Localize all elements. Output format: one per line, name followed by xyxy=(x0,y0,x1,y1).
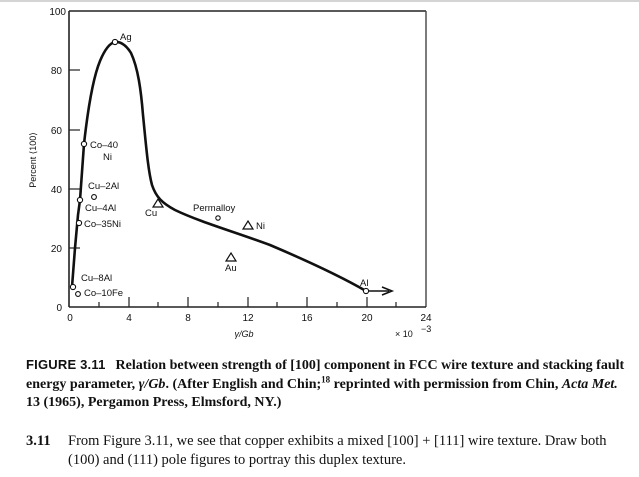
label-cu2al: Cu–2Al xyxy=(88,181,119,192)
caption-param: γ/Gb xyxy=(138,376,166,392)
point-labels: Ag Co–40 Ni Cu–2Al Cu–4Al Co–35Ni Cu–8Al… xyxy=(81,32,368,299)
marker-co40ni xyxy=(80,140,88,148)
caption-ref: 18 xyxy=(321,373,331,384)
label-cu: Cu xyxy=(145,208,157,219)
marker-cu4al xyxy=(76,196,84,204)
plot-frame xyxy=(68,10,427,308)
label-co40-line1: Co–40 xyxy=(90,140,118,151)
caption-text-4: 13 (1965), Pergamon Press, Elmsford, NY.… xyxy=(26,395,282,410)
label-ni: Ni xyxy=(256,221,265,232)
x-tick-labels: 0 4 8 12 16 20 24 xyxy=(67,313,432,324)
x-tick-label: 8 xyxy=(185,313,191,324)
y-tick-label: 60 xyxy=(51,126,63,137)
x-multiplier-base: × 10 xyxy=(395,329,413,339)
marker-permalloy xyxy=(215,215,221,221)
triangle-markers xyxy=(151,197,255,262)
y-tick-labels: 0 20 40 60 80 100 xyxy=(49,7,66,314)
chart: 0 20 40 60 80 100 Percent ⟨100⟩ 0 4 8 12… xyxy=(28,7,432,339)
x-axis-title: γ/Gb xyxy=(234,329,253,339)
marker-al xyxy=(362,287,370,295)
arrow-icon xyxy=(369,286,395,296)
problem-number: 3.11 xyxy=(26,433,51,449)
label-cu8al: Cu–8Al xyxy=(81,273,112,284)
x-tick-label: 16 xyxy=(301,313,313,324)
y-tick-label: 20 xyxy=(51,244,63,255)
marker-co35ni xyxy=(75,219,83,227)
y-tick-label: 80 xyxy=(51,66,63,77)
x-multiplier-exp: −3 xyxy=(421,324,431,334)
x-axis xyxy=(98,297,397,307)
x-tick-label: 24 xyxy=(420,313,432,324)
x-tick-label: 12 xyxy=(242,313,254,324)
problem-text: From Figure 3.11, we see that copper exh… xyxy=(68,433,607,468)
marker-cu xyxy=(151,197,165,208)
label-co35ni: Co–35Ni xyxy=(84,219,121,230)
label-au: Au xyxy=(225,263,237,274)
label-cu4al: Cu–4Al xyxy=(85,203,116,214)
label-co40-line2: Ni xyxy=(103,152,112,163)
marker-ag xyxy=(111,38,119,46)
x-tick-label: 4 xyxy=(126,313,132,324)
caption-text-3: reprinted with permission from Chin, xyxy=(330,376,562,392)
marker-ni xyxy=(241,219,255,230)
caption-text-1: Relation between strength of [100] compo… xyxy=(26,358,625,392)
label-co10fe: Co–10Fe xyxy=(84,288,123,299)
x-tick-label: 0 xyxy=(67,313,73,324)
marker-co10fe xyxy=(75,291,81,297)
marker-cu2al xyxy=(91,194,97,200)
label-ag: Ag xyxy=(120,32,132,43)
x-tick-label: 20 xyxy=(361,313,373,324)
caption-text-2: . (After English and Chin; xyxy=(165,376,322,392)
caption-journal: Acta Met. xyxy=(561,376,618,392)
y-tick-label: 0 xyxy=(56,303,62,314)
top-border xyxy=(0,0,639,2)
y-axis-title: Percent ⟨100⟩ xyxy=(28,132,38,188)
trend-curve xyxy=(70,40,367,293)
data-markers xyxy=(69,38,370,297)
marker-au xyxy=(224,251,238,262)
y-tick-label: 40 xyxy=(51,185,63,196)
figure-caption: FIGURE 3.11 Relation between strength of … xyxy=(26,356,626,413)
y-tick-label: 100 xyxy=(49,7,66,18)
label-permalloy: Permalloy xyxy=(193,203,235,214)
figure-label: FIGURE 3.11 xyxy=(26,357,106,372)
x-multiplier: × 10 −3 xyxy=(395,324,431,339)
problem-statement: 3.11 From Figure 3.11, we see that coppe… xyxy=(26,432,636,470)
label-al: Al xyxy=(360,278,368,289)
marker-cu8al xyxy=(69,283,77,291)
